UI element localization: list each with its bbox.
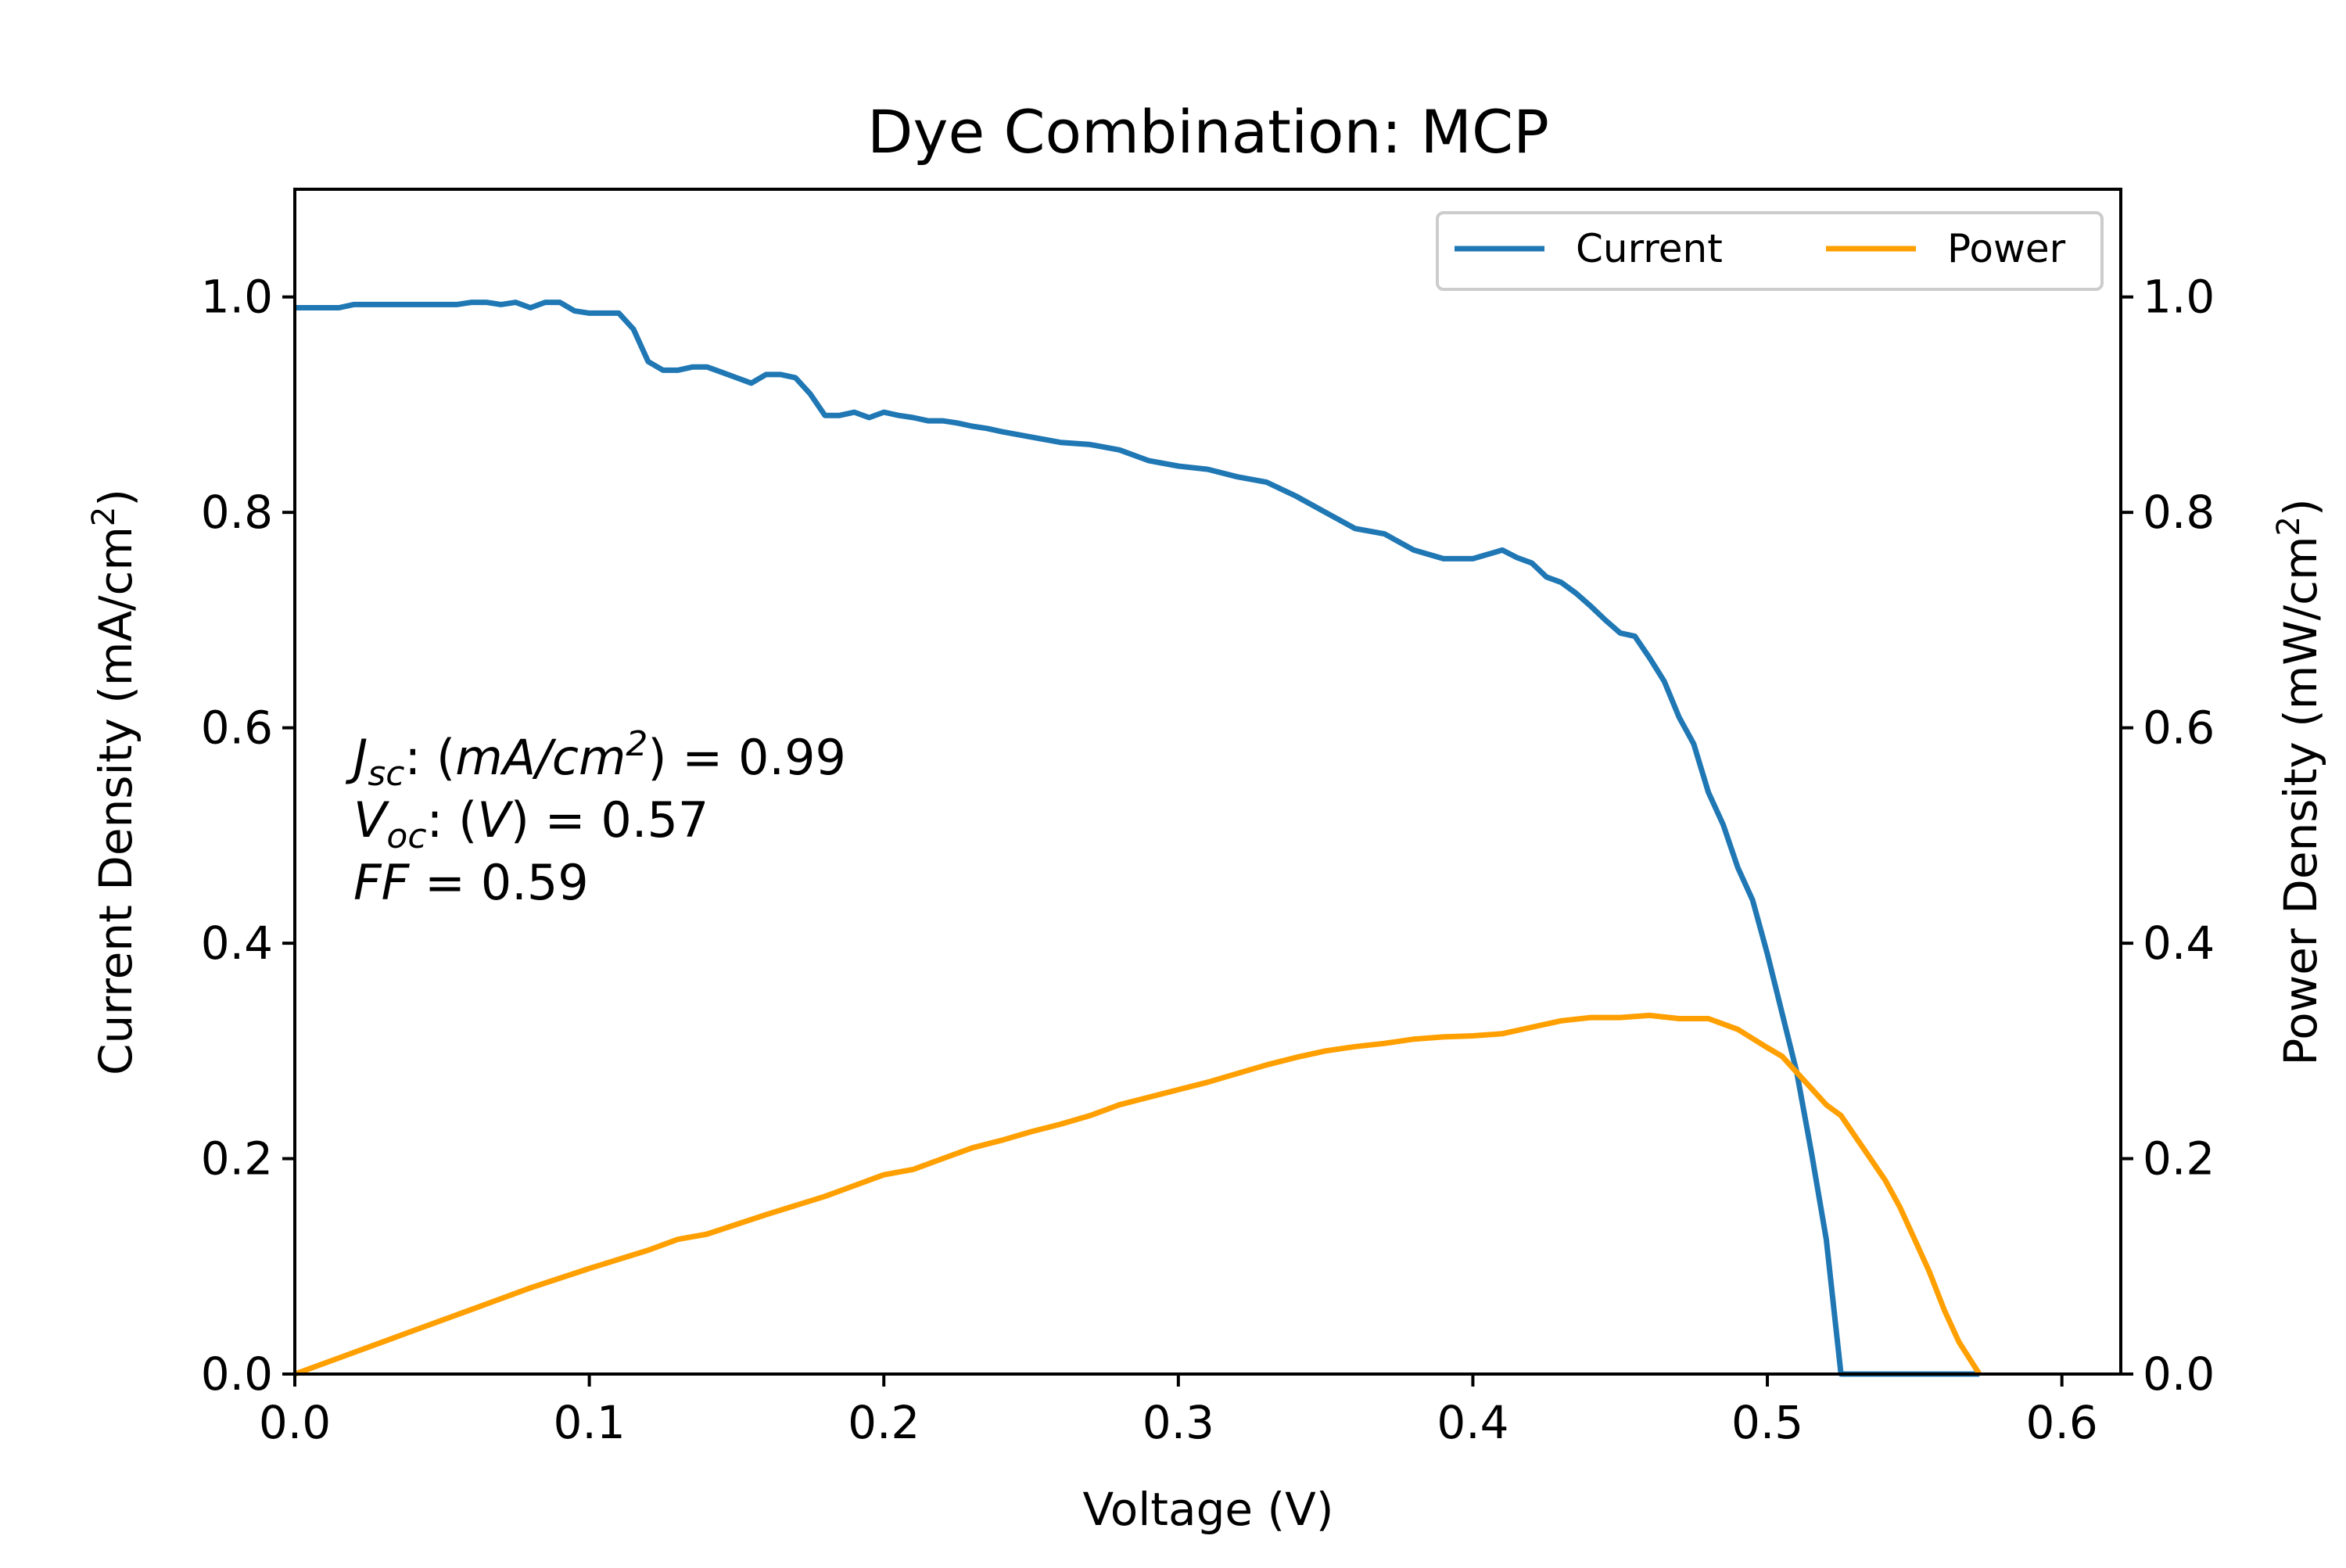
legend: Current Power: [1436, 211, 2104, 291]
y-right-tick-label: 0.6: [2143, 701, 2215, 755]
x-axis: 0.0 0.1 0.2 0.3 0.4 0.5 0.6: [259, 1374, 2098, 1449]
y-axis-left-label: Current Density (mA/cm2): [86, 489, 142, 1075]
annotation-ff: FF = 0.59: [353, 854, 589, 911]
y-right-tick-label: 0.4: [2143, 917, 2215, 970]
x-tick-label: 0.5: [1731, 1396, 1803, 1449]
y-left-tick-label: 0.2: [201, 1132, 273, 1186]
x-tick-label: 0.3: [1143, 1396, 1214, 1449]
y-left-tick-label: 1.0: [201, 271, 273, 324]
x-tick-label: 0.1: [553, 1396, 625, 1449]
x-tick-label: 0.0: [259, 1396, 331, 1449]
legend-power-label: Power: [1947, 226, 2066, 271]
y-right-tick-label: 0.8: [2143, 486, 2215, 539]
y-left-tick-label: 0.6: [201, 701, 273, 755]
y-left-tick-label: 0.4: [201, 917, 273, 970]
annotation-jsc: Jsc: (mA/cm2) = 0.99: [345, 724, 846, 794]
y-axis-right-label: Power Density (mW/cm2): [2271, 498, 2327, 1065]
series-line-power: [293, 1012, 1982, 1377]
series-layer: [293, 300, 1982, 1377]
chart-title: Dye Combination: MCP: [867, 97, 1549, 167]
x-tick-label: 0.2: [848, 1396, 920, 1449]
plot-frame: [293, 188, 2122, 1376]
x-tick-label: 0.4: [1437, 1396, 1508, 1449]
y-right-tick-label: 0.0: [2143, 1347, 2215, 1401]
y-left-tick-label: 0.8: [201, 486, 273, 539]
y-left-tick-label: 0.0: [201, 1347, 273, 1401]
series-line-current: [295, 300, 1980, 1377]
x-axis-label: Voltage (V): [1083, 1483, 1334, 1536]
legend-box: [1436, 211, 2104, 291]
legend-current-label: Current: [1576, 226, 1723, 271]
stats-annotation: Jsc: (mA/cm2) = 0.99 Voc: (V) = 0.57 FF …: [345, 724, 846, 911]
annotation-voc: Voc: (V) = 0.57: [353, 791, 708, 856]
y-right-tick-label: 0.2: [2143, 1132, 2215, 1186]
x-tick-label: 0.6: [2026, 1396, 2098, 1449]
y-axis-left: 0.0 0.2 0.4 0.6 0.8 1.0: [201, 271, 295, 1401]
y-axis-right: 0.0 0.2 0.4 0.6 0.8 1.0: [2121, 271, 2215, 1401]
y-right-tick-label: 1.0: [2143, 271, 2215, 324]
